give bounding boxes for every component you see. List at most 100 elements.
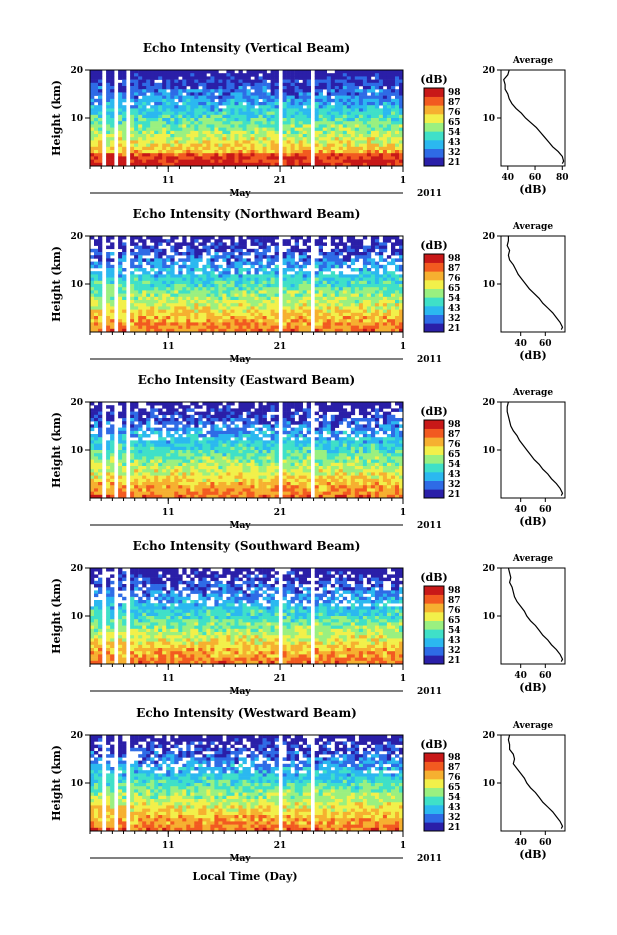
heatmap-cell [190,310,194,314]
heatmap-cell [190,80,194,84]
heatmap-cell [243,278,247,282]
heatmap-cell [299,278,303,282]
heatmap-cell [162,424,166,428]
heatmap-cell [150,246,154,250]
heatmap-cell [235,303,239,307]
heatmap-cell [339,322,343,326]
colorbar-unit: (dB) [420,73,447,86]
heatmap-cell [319,246,323,250]
heatmap-cell [239,306,243,310]
heatmap-cell [106,255,110,259]
heatmap-cell [158,108,162,112]
heatmap-cell [198,479,202,483]
heatmap-cell [202,124,206,128]
heatmap-cell [283,150,287,154]
heatmap-cell [94,408,98,412]
heatmap-cell [162,144,166,148]
heatmap-cell [186,450,190,454]
heatmap-cell [194,99,198,103]
heatmap-cell [194,447,198,451]
heatmap-cell [239,268,243,272]
heatmap-cell [323,310,327,314]
heatmap-cell [182,412,186,416]
heatmap-cell [194,424,198,428]
heatmap-cell [94,128,98,132]
heatmap-cell [247,300,251,304]
heatmap-cell [303,121,307,125]
heatmap-cell [375,294,379,298]
heatmap-cell [186,424,190,428]
heatmap-cell [323,99,327,103]
heatmap-cell [291,278,295,282]
heatmap-cell [186,447,190,451]
heatmap-cell [383,144,387,148]
heatmap-cell [347,76,351,80]
heatmap-cell [235,83,239,87]
heatmap-cell [327,99,331,103]
heatmap-cell [307,89,311,93]
heatmap-cell [170,112,174,116]
heatmap-cell [263,92,267,96]
heatmap-cell [351,287,355,291]
heatmap-cell [222,316,226,320]
heatmap-cell [387,306,391,310]
y-tick-label: 20 [70,232,83,242]
heatmap-cell [110,326,114,330]
heatmap-cell [359,242,363,246]
heatmap-cell [110,412,114,416]
heatmap-cell [106,421,110,425]
heatmap-cell [367,121,371,125]
heatmap-cell [170,131,174,135]
heatmap-cell [150,239,154,243]
heatmap-cell [327,306,331,310]
heatmap-cell [226,121,230,125]
heatmap-cell [335,316,339,320]
heatmap-cell [359,246,363,250]
heatmap-cell [146,444,150,448]
heatmap-cell [210,310,214,314]
heatmap-cell [210,415,214,419]
heatmap-cell [291,134,295,138]
heatmap-cell [247,303,251,307]
heatmap-cell [239,297,243,301]
heatmap-cell [395,236,399,240]
heatmap-cell [118,437,122,441]
heatmap-cell [327,252,331,256]
heatmap-cell [218,83,222,87]
heatmap-cell [331,115,335,119]
heatmap-cell [379,326,383,330]
colorbar-tick-label: 87 [448,98,461,108]
heatmap-cell [355,86,359,90]
heatmap-cell [182,476,186,480]
heatmap-cell [186,160,190,164]
heatmap-cell [110,76,114,80]
heatmap-cell [90,108,94,112]
heatmap-cell [230,313,234,317]
heatmap-cell [275,319,279,323]
heatmap-cell [90,271,94,275]
heatmap-cell [323,284,327,288]
heatmap-cell [315,108,319,112]
heatmap-cell [255,118,259,122]
heatmap-cell [90,73,94,77]
heatmap-cell [303,258,307,262]
heatmap-cell [307,128,311,132]
heatmap-cell [395,99,399,103]
heatmap-cell [194,124,198,128]
heatmap-cell [247,118,251,122]
heatmap-cell [251,105,255,109]
heatmap-cell [239,153,243,157]
heatmap-cell [206,134,210,138]
heatmap-cell [178,70,182,74]
heatmap-cell [371,300,375,304]
heatmap-cell [303,128,307,132]
heatmap-cell [239,310,243,314]
heatmap-cell [142,472,146,476]
heatmap-cell [178,306,182,310]
heatmap-cell [138,428,142,432]
heatmap-cell [150,287,154,291]
heatmap-cell [138,137,142,141]
heatmap-cell [251,83,255,87]
heatmap-cell [283,105,287,109]
heatmap-cell [226,281,230,285]
